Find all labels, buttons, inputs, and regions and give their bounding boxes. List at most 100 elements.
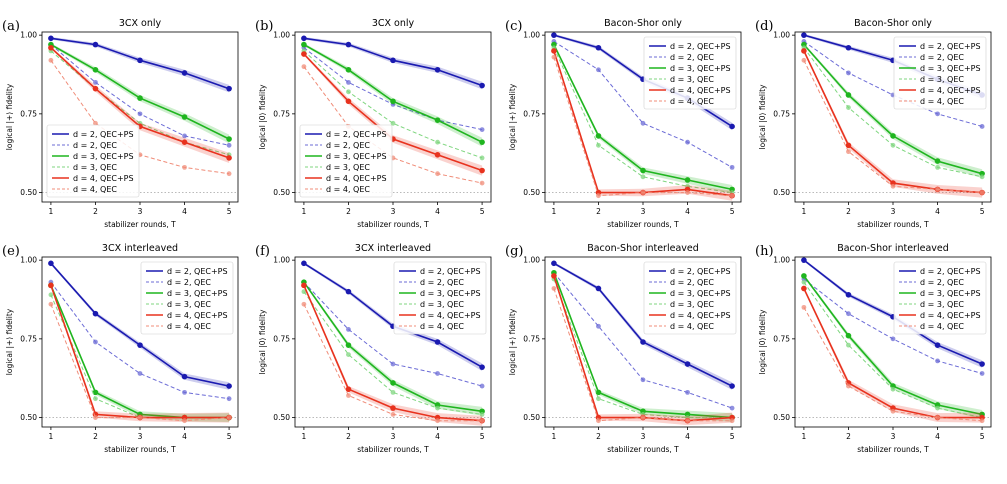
x-tick-label: 5 [227, 432, 232, 441]
data-point [48, 57, 54, 63]
x-tick-label: 5 [980, 207, 985, 216]
y-axis-label: logical |+⟩ fidelity [508, 83, 517, 150]
data-point [685, 190, 690, 195]
legend-entry: d = 4, QEC [920, 97, 964, 106]
legend-box [893, 261, 987, 335]
x-tick-label: 4 [685, 432, 690, 441]
legend-entry: d = 4, QEC+PS [326, 174, 387, 183]
confidence-band [303, 37, 483, 90]
data-point [640, 377, 646, 383]
data-point [390, 57, 396, 64]
data-point [301, 289, 307, 295]
data-point [93, 120, 98, 126]
y-tick-label: 0.75 [773, 334, 790, 343]
x-axis-label: stabilizer rounds, T [357, 445, 429, 454]
data-point [92, 66, 99, 73]
legend: d = 2, QEC+PS d = 2, QEC d = 3, QEC+PS d = … [46, 124, 140, 198]
data-point [345, 41, 352, 48]
x-tick-label: 3 [391, 207, 396, 216]
series-d3q [801, 45, 985, 180]
data-point [979, 174, 985, 180]
data-point [596, 142, 601, 148]
panel-letter: (d) [755, 19, 773, 34]
data-point [92, 41, 99, 48]
x-tick-label: 2 [346, 432, 351, 441]
x-axis-label: stabilizer rounds, T [607, 220, 679, 229]
data-point [390, 380, 396, 386]
data-point [935, 187, 940, 192]
panel-letter: (e) [2, 244, 20, 259]
y-tick-label: 1.00 [523, 256, 540, 265]
data-point [595, 44, 602, 51]
data-point [182, 418, 187, 424]
data-point [137, 111, 143, 117]
data-point [685, 139, 690, 145]
legend-entry: d = 3, QEC [670, 300, 714, 309]
series-d4ps [48, 44, 232, 163]
legend: d = 2, QEC+PS d = 2, QEC d = 3, QEC+PS d = … [140, 261, 234, 335]
legend-box [643, 261, 737, 335]
data-point [596, 418, 601, 424]
panel-b: (b) 3CX only 1 2 3 4 5 0.50 0.75 1.00 stabilizer r… [255, 18, 492, 229]
data-point [596, 396, 601, 402]
data-point [301, 51, 307, 57]
data-point [48, 260, 54, 267]
data-point [137, 95, 143, 101]
data-point [729, 405, 735, 411]
legend-box [140, 261, 234, 335]
panel-c: (c) Bacon-Shor only 1 2 3 4 5 0.50 0.75 1.00 stabi… [505, 18, 742, 229]
data-point [301, 282, 307, 289]
x-tick-label: 2 [93, 432, 98, 441]
series-line [303, 50, 483, 159]
y-tick-label: 1.00 [20, 31, 37, 40]
data-point [301, 301, 307, 307]
x-tick-label: 1 [552, 207, 557, 216]
y-tick-label: 0.75 [523, 109, 540, 118]
confidence-band [50, 37, 230, 93]
data-point [640, 174, 646, 180]
data-point [979, 418, 985, 424]
data-point [845, 142, 852, 149]
data-point [935, 415, 940, 420]
legend-entry: d = 3, QEC+PS [167, 289, 228, 298]
legend-entry: d = 4, QEC+PS [73, 174, 134, 183]
series-d4q [801, 304, 985, 424]
data-point [640, 120, 646, 126]
data-point [301, 35, 307, 42]
panel-e: (e) 3CX interleaved 1 2 3 4 5 0.50 0.75 1.00 stabi… [2, 243, 239, 454]
x-axis-label: stabilizer rounds, T [607, 445, 679, 454]
series-d4q [48, 301, 232, 424]
x-tick-label: 5 [730, 432, 735, 441]
legend-entry: d = 4, QEC+PS [920, 86, 981, 95]
legend-entry: d = 3, QEC+PS [920, 64, 981, 73]
data-point [979, 361, 985, 367]
legend-entry: d = 3, QEC+PS [670, 289, 731, 298]
legend-entry: d = 2, QEC+PS [920, 42, 981, 51]
legend-entry: d = 2, QEC [420, 278, 464, 287]
data-point [890, 133, 896, 139]
series-d2q [48, 279, 232, 402]
x-tick-label: 3 [891, 432, 896, 441]
data-point [435, 171, 440, 177]
series-line [803, 307, 983, 422]
data-point [345, 386, 352, 393]
data-point [640, 415, 646, 420]
data-point [226, 142, 232, 148]
series-d4q [48, 57, 232, 177]
legend-entry: d = 4, QEC [420, 322, 464, 331]
confidence-band [803, 43, 983, 179]
chart-title: 3CX interleaved [355, 243, 431, 254]
series-line [553, 47, 733, 194]
series-line [303, 291, 483, 415]
x-tick-label: 1 [802, 207, 807, 216]
data-point [846, 149, 851, 155]
data-point [479, 383, 485, 389]
chart-title: Bacon-Shor only [604, 18, 682, 29]
x-axis-label: stabilizer rounds, T [104, 445, 176, 454]
data-point [226, 155, 232, 161]
data-point [801, 257, 807, 263]
data-point [92, 310, 99, 317]
y-tick-label: 1.00 [773, 256, 790, 265]
series-line [50, 50, 230, 156]
